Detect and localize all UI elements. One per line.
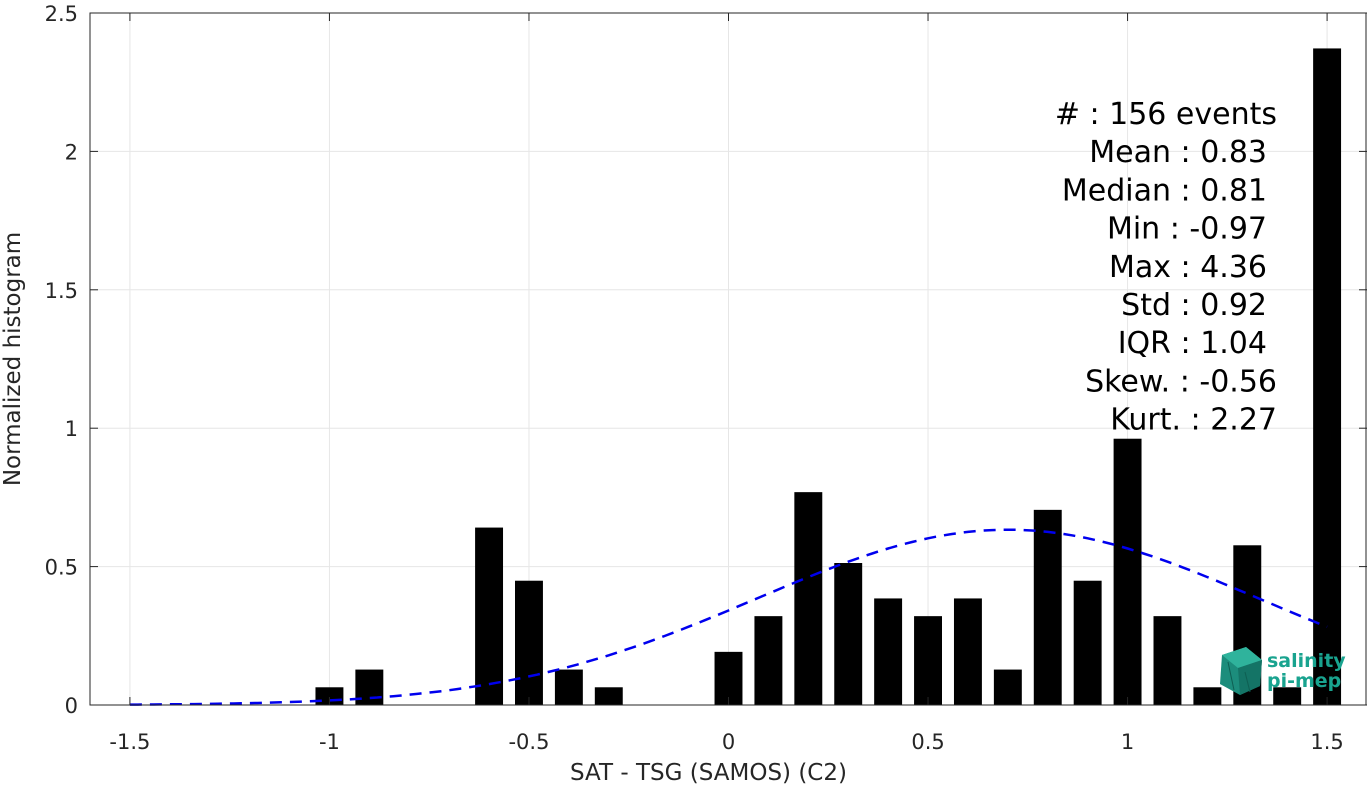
histogram-bar (794, 492, 823, 705)
x-tick-label: 0.5 (911, 730, 944, 754)
histogram-bar (1313, 48, 1342, 705)
salinity-pi-mep-logo: salinity pi-mep (1220, 647, 1346, 695)
stats-line: Min : -0.97 (1107, 212, 1267, 247)
histogram-bar (1033, 509, 1062, 705)
histogram-bar (515, 580, 543, 705)
stats-line: Kurt. : 2.27 (1110, 403, 1277, 438)
logo-line2: pi-mep (1267, 670, 1341, 692)
axis-ticks: -1.5 -1 -0.5 0 0.5 1 1.5 0 0.5 1 1.5 2 2.5 (45, 2, 1367, 754)
histogram-bar (953, 598, 982, 705)
stats-line: # : 156 events (1055, 97, 1277, 132)
histogram-bar (554, 669, 583, 705)
histogram-bar (714, 651, 743, 705)
x-tick-label: 0 (722, 730, 735, 754)
y-tick-label: 1.5 (45, 279, 78, 303)
histogram-bar (594, 687, 623, 705)
stats-line: Std : 0.92 (1121, 288, 1267, 323)
y-tick-label: 1 (65, 417, 78, 441)
y-tick-label: 2.5 (45, 2, 78, 26)
x-axis-label: SAT - TSG (SAMOS) (C2) (570, 760, 847, 785)
histogram-bar (475, 527, 504, 705)
y-tick-label: 0 (65, 694, 78, 718)
logo-line1: salinity (1267, 650, 1346, 672)
histogram-bar (874, 598, 903, 705)
histogram-bar (834, 563, 863, 705)
histogram-bar (1193, 687, 1222, 705)
histogram-bar (1273, 687, 1302, 705)
histogram-bars (315, 48, 1342, 705)
cube-logo-icon (1220, 647, 1262, 695)
x-tick-label: 1.5 (1310, 730, 1343, 754)
x-tick-label: -1.5 (109, 730, 150, 754)
stats-line: Median : 0.81 (1062, 173, 1267, 208)
x-tick-label: -1 (319, 730, 340, 754)
y-tick-label: 0.5 (45, 556, 78, 580)
histogram-bar (914, 616, 942, 705)
histogram-bar (1073, 580, 1102, 705)
y-axis-label: Normalized histogram (0, 232, 26, 486)
x-tick-label: 1 (1121, 730, 1134, 754)
histogram-bar (1113, 438, 1142, 705)
y-tick-label: 2 (65, 140, 78, 164)
stats-line: Skew. : -0.56 (1085, 364, 1277, 399)
normal-fit-curve (129, 528, 1328, 706)
x-tick-label: -0.5 (508, 730, 549, 754)
stats-line: Max : 4.36 (1109, 250, 1267, 285)
histogram-bar (993, 669, 1022, 705)
stats-line: IQR : 1.04 (1118, 326, 1267, 361)
histogram-bar (1153, 616, 1182, 705)
stats-line: Mean : 0.83 (1089, 135, 1267, 170)
histogram-bar (754, 616, 783, 705)
